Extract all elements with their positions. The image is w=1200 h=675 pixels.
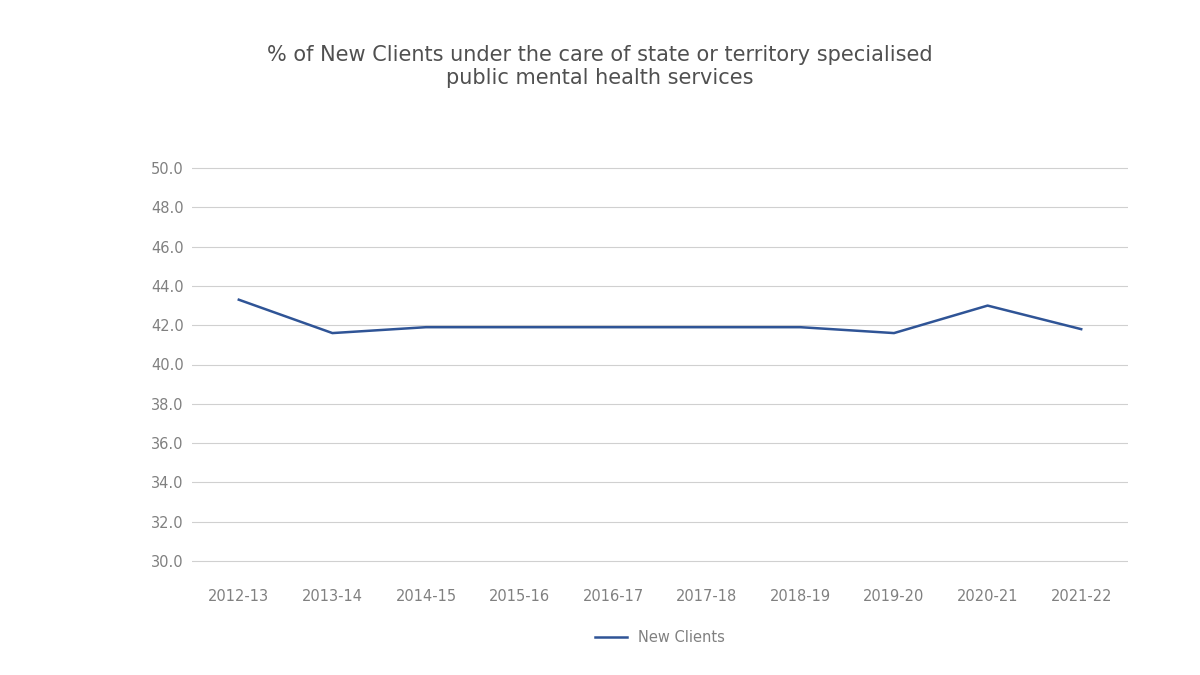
New Clients xyxy=(232,296,246,304)
Line: New Clients: New Clients xyxy=(239,300,1081,333)
New Clients xyxy=(606,323,620,331)
New Clients xyxy=(700,323,714,331)
New Clients xyxy=(325,329,340,337)
Text: % of New Clients under the care of state or territory specialised
public mental : % of New Clients under the care of state… xyxy=(268,45,932,88)
New Clients xyxy=(980,302,995,310)
New Clients xyxy=(1074,325,1088,333)
New Clients xyxy=(793,323,808,331)
New Clients xyxy=(887,329,901,337)
Legend: New Clients: New Clients xyxy=(589,624,731,651)
New Clients xyxy=(512,323,527,331)
New Clients xyxy=(419,323,433,331)
